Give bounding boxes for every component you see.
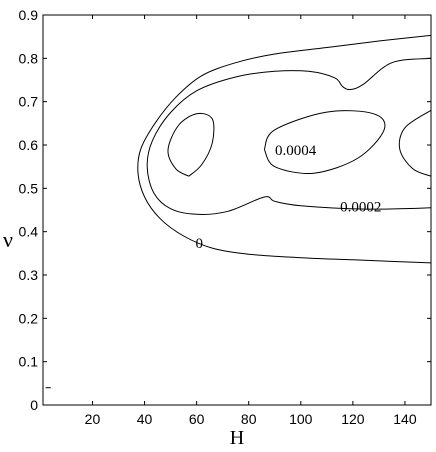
contour-line-0 <box>137 34 431 264</box>
contour-lines <box>45 34 431 389</box>
contour-line-3 <box>263 110 386 174</box>
contour-label-0: 0 <box>195 236 203 252</box>
y-tick-label: 0.3 <box>19 267 39 283</box>
contour-line-2 <box>167 112 215 177</box>
x-tick-label: 80 <box>241 411 257 427</box>
x-tick-label: 140 <box>393 411 417 427</box>
plot-frame <box>42 14 432 406</box>
y-tick-label: 0.2 <box>19 310 39 326</box>
y-tick-label: 0.8 <box>19 50 39 66</box>
y-tick-label: 0.7 <box>19 94 39 110</box>
y-tick-label: 0.4 <box>19 224 39 240</box>
contour-labels: 0 0.0002 0.0004 <box>195 143 381 252</box>
y-tick-label: 0.9 <box>19 7 39 23</box>
contour-line-4 <box>398 109 431 177</box>
y-tick-label: 0 <box>30 397 38 413</box>
x-axis-ticks: 20 40 60 80 100 120 140 <box>85 15 417 427</box>
y-axis-ticks: 0 0.1 0.2 0.3 0.4 0.5 0.6 0.7 0.8 0.9 <box>19 7 431 413</box>
x-tick-label: 120 <box>341 411 365 427</box>
y-axis-label: ν <box>3 227 13 252</box>
contour-label-1: 0.0002 <box>340 199 381 215</box>
contour-label-2: 0.0004 <box>275 143 317 159</box>
x-tick-label: 20 <box>85 411 101 427</box>
x-tick-label: 60 <box>189 411 205 427</box>
x-tick-label: 100 <box>289 411 313 427</box>
contour-line-1 <box>146 57 431 215</box>
y-tick-label: 0.6 <box>19 137 39 153</box>
x-axis-label: H <box>230 427 244 449</box>
x-tick-label: 40 <box>137 411 153 427</box>
y-tick-label: 0.5 <box>19 180 39 196</box>
y-tick-label: 0.1 <box>19 354 39 370</box>
